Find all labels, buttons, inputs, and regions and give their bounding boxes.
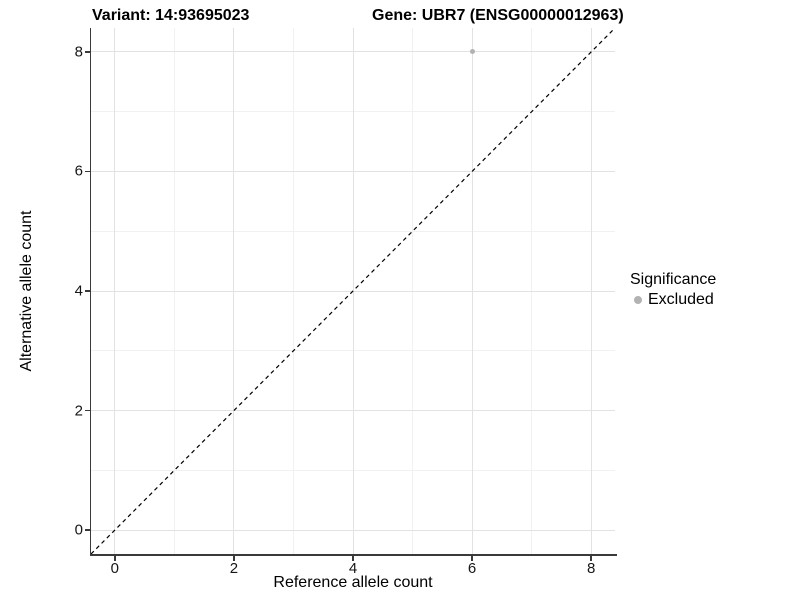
- excluded-point-icon: [633, 296, 642, 304]
- plot-panel: [91, 28, 615, 554]
- y-tick-label: 2: [74, 402, 83, 420]
- x-tick-label: 6: [467, 560, 477, 577]
- y-tick-label: 8: [74, 43, 83, 61]
- y-tick-label: 6: [74, 162, 83, 180]
- x-tick-label: 4: [348, 560, 358, 577]
- x-tick-mark: [590, 555, 592, 561]
- x-tick-mark: [114, 555, 116, 561]
- x-tick-mark: [233, 555, 235, 561]
- x-tick-label: 0: [110, 560, 119, 577]
- gene-title: Gene: UBR7 (ENSG00000012963): [372, 7, 624, 24]
- y-tick-mark: [84, 51, 90, 53]
- legend: Significance Excluded: [630, 270, 716, 309]
- y-major-gridline: [91, 170, 615, 172]
- y-axis-title: Alternative allele count: [18, 210, 35, 372]
- x-tick-label: 2: [229, 560, 239, 577]
- x-tick-mark: [352, 555, 354, 561]
- identity-line: [91, 28, 615, 554]
- y-tick-mark: [84, 409, 90, 412]
- y-major-gridline: [91, 529, 615, 531]
- data-point: [469, 49, 475, 55]
- legend-title: Significance: [630, 271, 717, 288]
- legend-item-excluded: Excluded: [630, 291, 716, 309]
- y-tick-mark: [84, 170, 90, 173]
- y-major-gridline: [91, 51, 615, 53]
- y-tick-mark: [84, 529, 90, 531]
- y-tick-mark: [84, 290, 90, 292]
- y-tick-label: 4: [74, 282, 83, 300]
- y-major-gridline: [91, 410, 615, 412]
- x-tick-label: 8: [587, 560, 596, 577]
- x-axis-line: [89, 554, 617, 556]
- y-tick-label: 0: [74, 521, 83, 539]
- y-axis-line: [89, 28, 91, 556]
- legend-item-label: Excluded: [648, 291, 714, 308]
- legend-key: [630, 291, 645, 309]
- variant-title: Variant: 14:93695023: [92, 7, 250, 24]
- x-axis-title: Reference allele count: [273, 574, 433, 591]
- x-tick-mark: [471, 555, 473, 561]
